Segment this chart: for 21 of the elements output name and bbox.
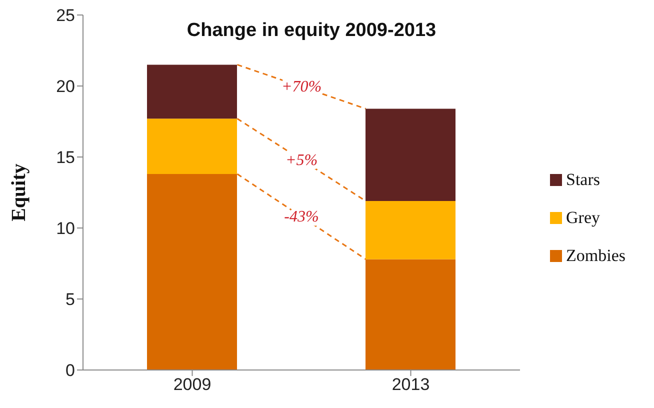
bar <box>147 64 237 119</box>
legend-label: Zombies <box>565 246 626 266</box>
legend-label: Grey <box>565 208 601 228</box>
chart-title: Change in equity 2009-2013 <box>186 20 438 42</box>
y-tick-label: 25 <box>56 6 75 26</box>
bar <box>147 118 237 174</box>
bar <box>147 174 237 370</box>
x-tick-label: 2009 <box>173 375 212 394</box>
annotation: +5% <box>285 152 318 169</box>
x-tick-label: 2013 <box>392 375 430 394</box>
y-tick-label: 5 <box>66 290 75 310</box>
bar <box>366 108 456 202</box>
bar <box>366 259 456 370</box>
bar <box>366 201 456 260</box>
y-tick-label: 20 <box>56 77 75 96</box>
y-tick-label: 15 <box>56 148 75 168</box>
annotation: -43% <box>284 208 319 226</box>
legend-label: Stars <box>565 170 601 190</box>
y-tick-label: 10 <box>56 219 75 238</box>
y-tick-label: 0 <box>66 361 75 380</box>
y-axis-title: Equity <box>8 164 30 222</box>
